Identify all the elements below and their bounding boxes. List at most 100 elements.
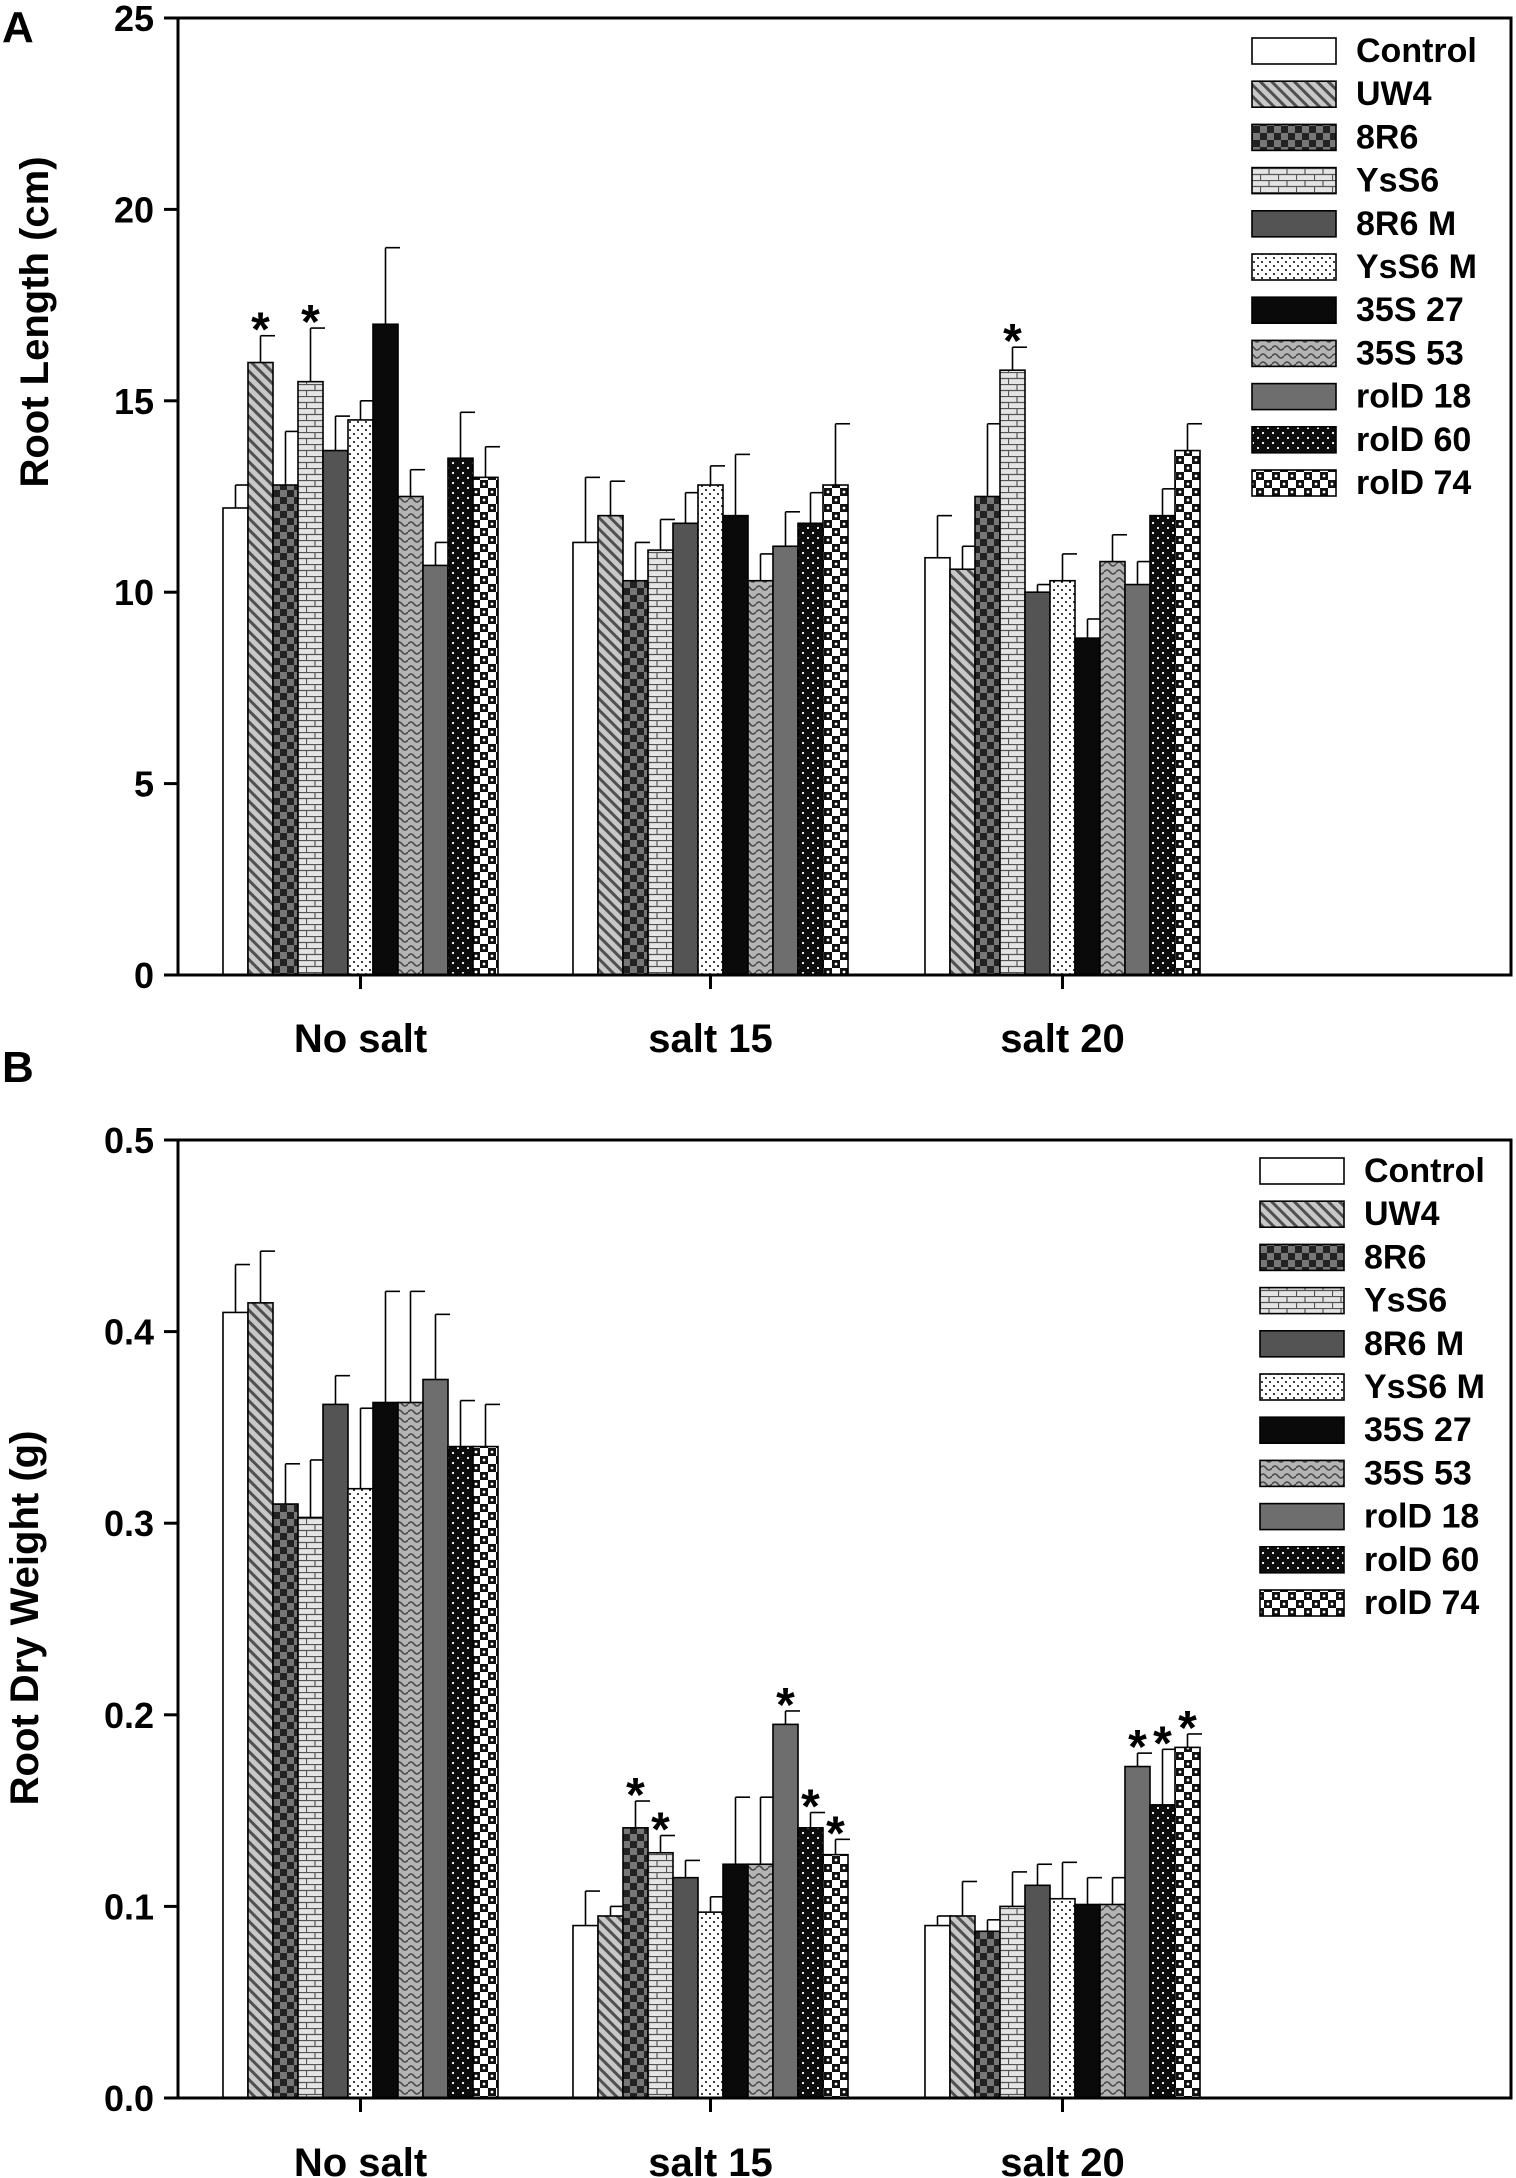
legend-label: 8R6 [1356, 118, 1418, 156]
bar-group: * * * [222, 246, 1202, 976]
bar [447, 1445, 474, 2099]
bar [222, 507, 249, 976]
bar [697, 484, 724, 976]
legend-swatch [1259, 1502, 1345, 1531]
y-tick-label: 0.2 [104, 1695, 154, 1736]
y-tick-label: 0.5 [104, 1120, 154, 1161]
bar [949, 1915, 976, 2099]
y-tick-label: 0.1 [104, 1886, 154, 1927]
legend-swatch [1251, 339, 1337, 368]
bar [772, 545, 799, 976]
panel-b: B Root Dry Weight (g) 0.0 0.1 0.2 0.3 0.4 0.5… [2, 1043, 1513, 2178]
bar [372, 323, 399, 976]
legend-swatch [1259, 1286, 1345, 1315]
panel-a: A Root Length (cm) 0 5 10 15 20 25 * * * No sal… [2, 0, 1513, 1061]
bar [247, 361, 274, 976]
y-tick-label: 0.4 [104, 1312, 154, 1353]
legend-swatch [1259, 1546, 1345, 1574]
bar [297, 1516, 324, 2099]
bar [447, 457, 474, 976]
legend-swatch [1259, 1157, 1345, 1185]
bar [322, 449, 349, 976]
bar [347, 419, 374, 976]
bar [999, 369, 1026, 976]
bar [1124, 1765, 1151, 2099]
bar [422, 1378, 449, 2099]
bar [1024, 1884, 1051, 2099]
bar [1049, 1897, 1076, 2099]
significance-marker: * [251, 304, 270, 357]
panel-label: B [2, 1043, 34, 1092]
bar [974, 495, 1001, 976]
bar [797, 522, 824, 976]
legend-swatch [1251, 425, 1337, 454]
legend-label: 8R6 [1364, 1238, 1426, 1276]
x-tick-label: No salt [294, 2141, 427, 2178]
y-tick-label: 5 [134, 764, 154, 805]
legend-swatch [1251, 210, 1337, 238]
legend-swatch [1259, 1373, 1345, 1401]
legend-label: 35S 27 [1356, 291, 1464, 329]
legend-label: rolD 18 [1356, 378, 1471, 416]
significance-marker: * [651, 1804, 670, 1857]
x-tick-label: salt 20 [1000, 1017, 1125, 1061]
legend-swatch [1259, 1330, 1345, 1358]
legend-swatch [1251, 80, 1337, 108]
legend-swatch [1259, 1200, 1345, 1228]
bar [1099, 1903, 1126, 2099]
bar [672, 1876, 699, 2099]
bar [272, 1503, 299, 2099]
legend-swatch [1251, 296, 1337, 325]
x-tick-label: No salt [294, 1017, 427, 1061]
bar [1174, 1746, 1201, 2099]
bar [1024, 591, 1051, 976]
legend-label: rolD 60 [1356, 421, 1471, 459]
bar [747, 1863, 774, 2099]
legend-label: Control [1356, 32, 1477, 70]
legend-label: UW4 [1356, 75, 1432, 113]
legend-swatch [1259, 1243, 1345, 1272]
bar [647, 1851, 674, 2099]
bar [924, 1924, 951, 2099]
significance-marker: * [776, 1679, 795, 1732]
bar [597, 514, 624, 976]
legend-label: YsS6 M [1356, 248, 1477, 286]
significance-marker: * [1128, 1721, 1147, 1774]
legend-label: 8R6 M [1356, 205, 1456, 243]
bar [1124, 583, 1151, 976]
x-tick-label: salt 15 [648, 1017, 773, 1061]
legend-label: 35S 27 [1364, 1411, 1472, 1449]
legend-label: 8R6 M [1364, 1325, 1464, 1363]
bar [1074, 1903, 1101, 2099]
legend-label: UW4 [1364, 1195, 1440, 1233]
bar-group: ******** [222, 1250, 1202, 2099]
bar [472, 1445, 499, 2099]
legend: Control UW4 8R6 YsS6 8R6 M YsS6 M 35S 27 35S 53… [1251, 32, 1477, 502]
bar [722, 514, 749, 976]
bar [597, 1915, 624, 2099]
significance-marker: * [301, 296, 320, 349]
y-axis-title: Root Dry Weight (g) [3, 1431, 47, 1806]
legend-label: YsS6 [1356, 162, 1439, 200]
bar [1174, 449, 1201, 976]
bar [1074, 637, 1101, 976]
bar [647, 549, 674, 976]
bar [422, 564, 449, 976]
bar [672, 522, 699, 976]
bar [322, 1403, 349, 2099]
bar [924, 556, 951, 976]
bar [622, 1827, 649, 2099]
legend-label: rolD 60 [1364, 1541, 1479, 1579]
bar [297, 380, 324, 976]
bar [247, 1302, 274, 2099]
bar [1099, 560, 1126, 976]
plot-frame [176, 1138, 1513, 2100]
bar [974, 1930, 1001, 2099]
legend-swatch [1251, 382, 1337, 411]
legend-label: 35S 53 [1364, 1454, 1472, 1492]
y-tick-label: 20 [114, 189, 154, 230]
bar [472, 476, 499, 976]
legend-label: rolD 74 [1356, 464, 1471, 502]
bar [822, 1853, 849, 2099]
bar [572, 541, 599, 976]
